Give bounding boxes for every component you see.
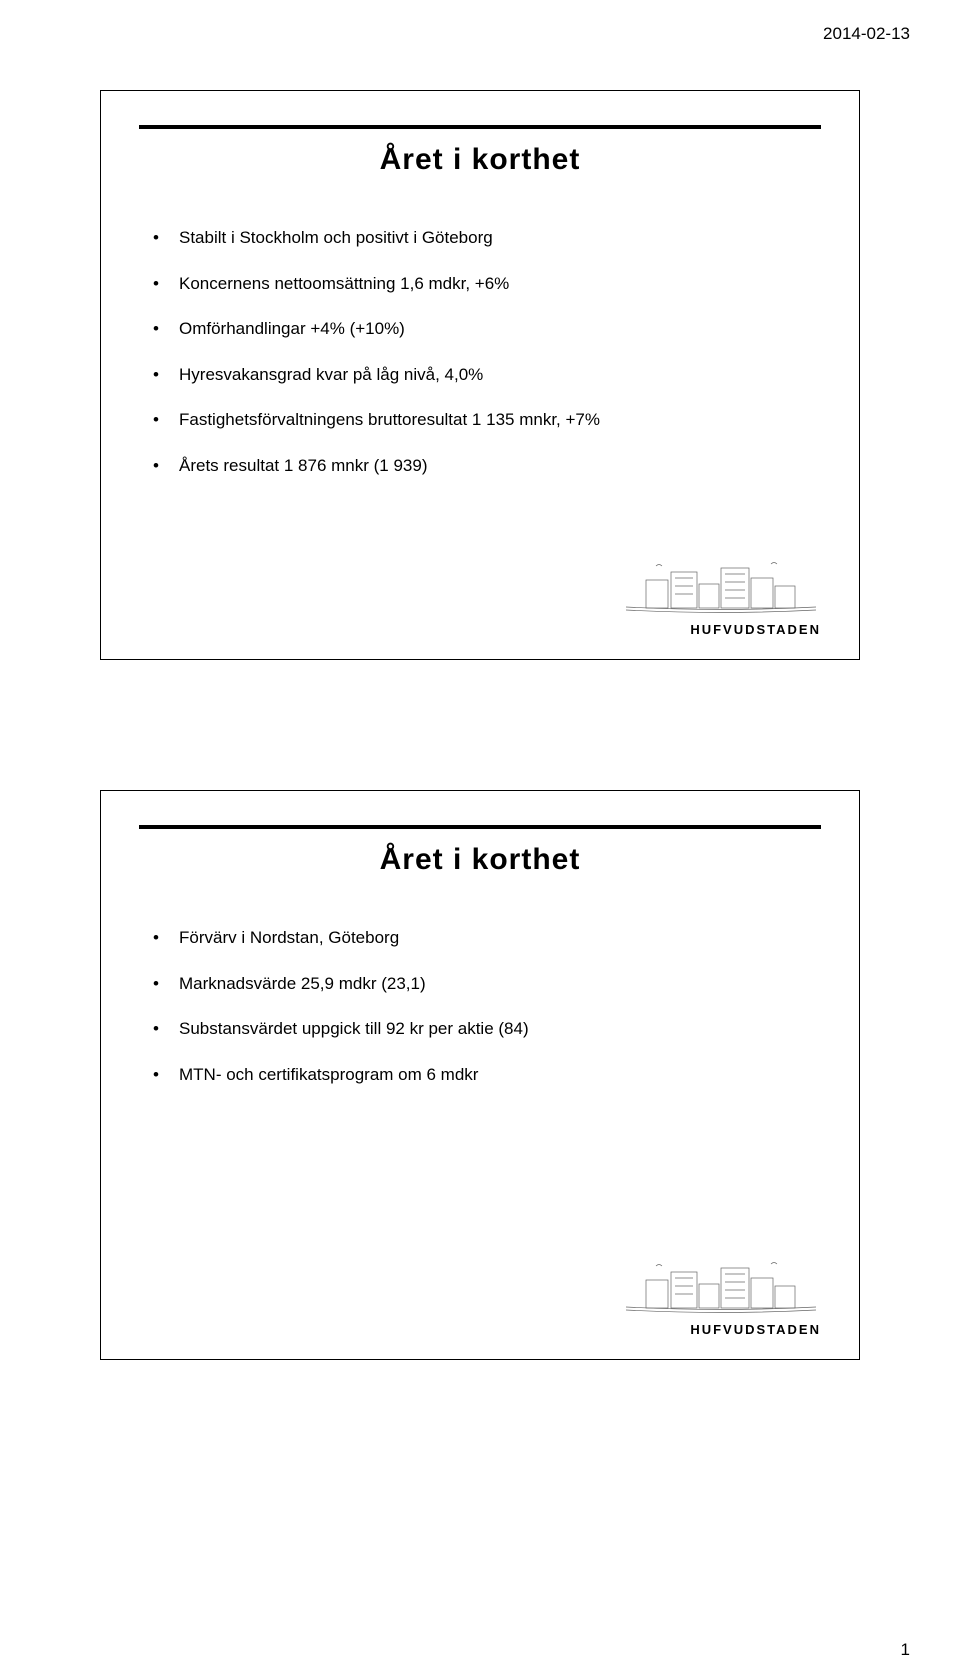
bullet-item: Årets resultat 1 876 mnkr (1 939) bbox=[173, 453, 821, 479]
bullet-item: Förvärv i Nordstan, Göteborg bbox=[173, 925, 821, 951]
title-rule bbox=[139, 825, 821, 829]
header-date: 2014-02-13 bbox=[823, 24, 910, 44]
brand-name: HUFVUDSTADEN bbox=[621, 1322, 821, 1337]
slide-1-inner: Året i korthet Stabilt i Stockholm och p… bbox=[139, 125, 821, 478]
slide-1: Året i korthet Stabilt i Stockholm och p… bbox=[100, 90, 860, 660]
page-number: 1 bbox=[901, 1640, 910, 1660]
bullet-item: Marknadsvärde 25,9 mdkr (23,1) bbox=[173, 971, 821, 997]
brand-logo: HUFVUDSTADEN bbox=[621, 560, 821, 637]
bullet-item: Fastighetsförvaltningens bruttoresultat … bbox=[173, 407, 821, 433]
bullet-item: Stabilt i Stockholm och positivt i Göteb… bbox=[173, 225, 821, 251]
slide-2-inner: Året i korthet Förvärv i Nordstan, Göteb… bbox=[139, 825, 821, 1087]
bullet-item: Substansvärdet uppgick till 92 kr per ak… bbox=[173, 1016, 821, 1042]
city-sketch-icon bbox=[621, 560, 821, 620]
bullet-item: MTN- och certifikatsprogram om 6 mdkr bbox=[173, 1062, 821, 1088]
slide-2-bullets: Förvärv i Nordstan, Göteborg Marknadsvär… bbox=[139, 925, 821, 1087]
city-sketch-icon bbox=[621, 1260, 821, 1320]
title-rule bbox=[139, 125, 821, 129]
slide-1-bullets: Stabilt i Stockholm och positivt i Göteb… bbox=[139, 225, 821, 478]
bullet-item: Hyresvakansgrad kvar på låg nivå, 4,0% bbox=[173, 362, 821, 388]
brand-name: HUFVUDSTADEN bbox=[621, 622, 821, 637]
bullet-item: Omförhandlingar +4% (+10%) bbox=[173, 316, 821, 342]
slide-1-title: Året i korthet bbox=[139, 143, 821, 177]
brand-logo: HUFVUDSTADEN bbox=[621, 1260, 821, 1337]
slide-2: Året i korthet Förvärv i Nordstan, Göteb… bbox=[100, 790, 860, 1360]
bullet-item: Koncernens nettoomsättning 1,6 mdkr, +6% bbox=[173, 271, 821, 297]
slide-2-title: Året i korthet bbox=[139, 843, 821, 877]
